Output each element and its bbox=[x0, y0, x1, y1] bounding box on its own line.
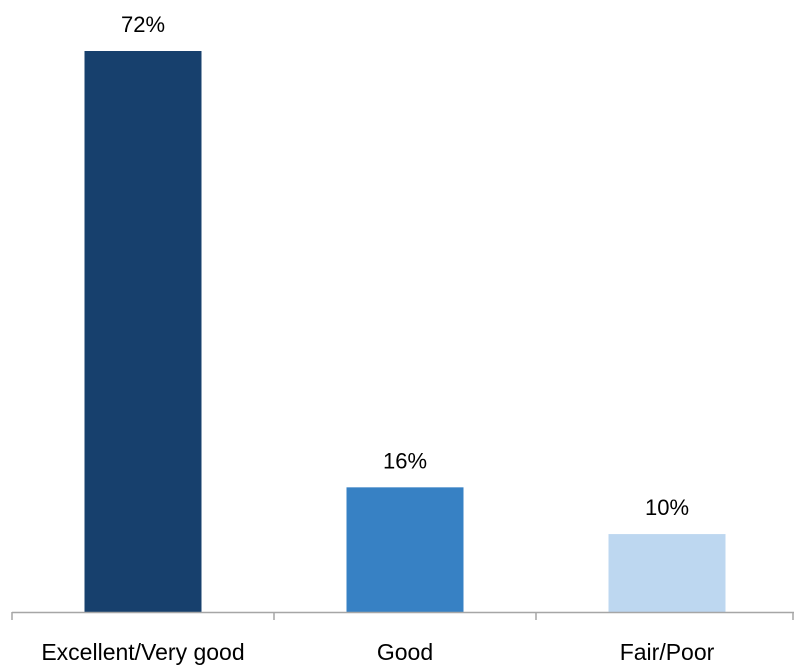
x-axis bbox=[11, 611, 794, 620]
bar-fair-poor bbox=[608, 534, 726, 612]
x-tick-label-fair-poor: Fair/Poor bbox=[620, 639, 715, 665]
bars-layer bbox=[84, 51, 726, 612]
bar-good bbox=[346, 487, 464, 612]
x-tick-label-excellent-very-good: Excellent/Very good bbox=[41, 639, 244, 665]
x-tick-labels: Excellent/Very good Good Fair/Poor bbox=[41, 639, 714, 665]
data-label-good: 16% bbox=[383, 448, 427, 473]
x-tick-label-good: Good bbox=[377, 639, 433, 665]
data-label-excellent-very-good: 72% bbox=[121, 12, 165, 37]
bar-excellent-very-good bbox=[84, 51, 202, 612]
data-label-fair-poor: 10% bbox=[645, 495, 689, 520]
data-labels-layer: 72% 16% 10% bbox=[121, 12, 689, 520]
